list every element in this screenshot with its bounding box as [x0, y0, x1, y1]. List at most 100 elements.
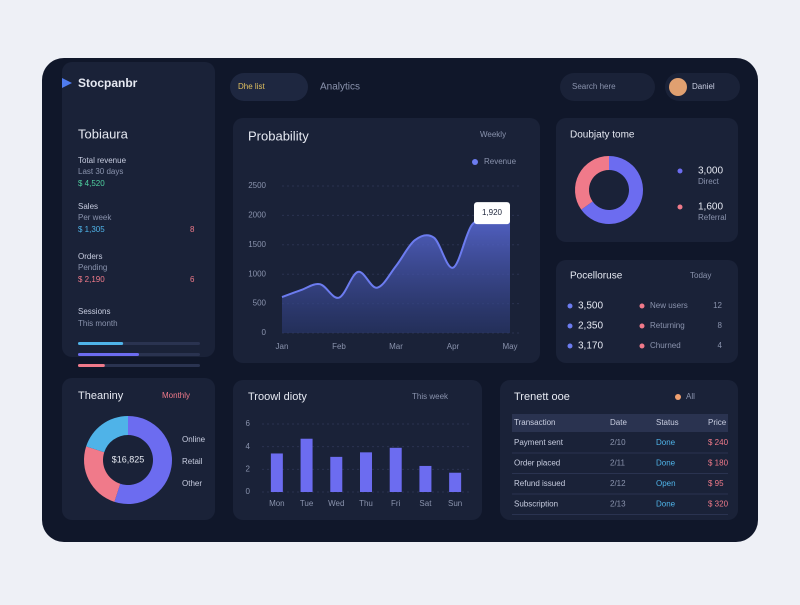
bar [419, 465, 432, 492]
row-dot [639, 323, 645, 329]
sidebar-panel [62, 62, 215, 357]
search-box-right[interactable] [560, 73, 655, 101]
group-heading: Sales [78, 202, 98, 211]
legend-label: Referral [698, 213, 727, 222]
legend-dot [472, 159, 478, 165]
donut-segment [574, 156, 609, 210]
y-tick-label: 0 [246, 487, 251, 496]
sidebar-title: Tobiaura [78, 126, 129, 141]
brand: Stocpanbr [78, 76, 138, 90]
x-tick-label: Mon [269, 499, 285, 508]
avatar [669, 78, 687, 96]
table-cell: Order placed [514, 459, 560, 468]
progress-sub: This month [78, 319, 118, 328]
table-cell: Done [656, 438, 676, 447]
bar [389, 447, 402, 492]
y-tick-label: 6 [246, 419, 251, 428]
legend-label: Direct [698, 177, 720, 186]
user-menu[interactable] [665, 73, 740, 101]
progress-bar [78, 364, 105, 367]
table-cell: 2/12 [610, 479, 626, 488]
x-tick-label: Mar [389, 342, 403, 351]
group-value: $ 4,520 [78, 179, 105, 188]
list-title: Pocelloruse [570, 271, 623, 282]
area-filter[interactable]: Weekly [480, 130, 506, 139]
table-title: Trenett ooe [514, 391, 570, 403]
y-tick-label: 1000 [248, 269, 266, 278]
donut-bottom-title: Theaniny [78, 390, 124, 402]
donut-label: Online [182, 435, 206, 444]
table-cell: $ 95 [708, 479, 724, 488]
table-cell: $ 320 [708, 500, 729, 509]
group-heading: Orders [78, 252, 102, 261]
row-label: Churned [650, 341, 681, 350]
group-heading: Total revenue [78, 156, 127, 165]
donut-center: $16,825 [112, 454, 145, 464]
progress-bar [78, 342, 124, 345]
donut-segment [83, 446, 121, 502]
legend-dot [677, 204, 683, 210]
table-header-bg [512, 414, 728, 432]
row-dot [639, 343, 645, 349]
bar-filter[interactable]: This week [412, 392, 449, 401]
progress-track [78, 364, 200, 367]
row-change: 12 [713, 301, 722, 310]
table-cell: Done [656, 459, 676, 468]
donut-segment [114, 416, 172, 505]
area-title: Probability [248, 128, 309, 143]
x-tick-label: Sat [419, 499, 432, 508]
group-badge: 8 [190, 225, 195, 234]
group-value: $ 1,305 [78, 225, 105, 234]
area-line [281, 218, 511, 299]
legend-label: Revenue [484, 157, 517, 166]
row-dot [567, 323, 573, 329]
list-filter[interactable]: Today [690, 271, 711, 280]
row-value: 3,500 [578, 301, 603, 312]
bar [449, 472, 462, 492]
row-change: 4 [718, 341, 723, 350]
x-tick-label: May [502, 342, 517, 351]
table-dot [675, 394, 681, 400]
donut-segment [581, 156, 644, 225]
user-name[interactable]: Daniel [692, 82, 715, 91]
search-text[interactable]: Dhe list [238, 82, 265, 91]
bar [360, 452, 372, 492]
area-fill [282, 219, 510, 333]
group-sub: Per week [78, 213, 112, 222]
group-sub: Pending [78, 263, 107, 272]
x-tick-label: Apr [447, 342, 460, 351]
table-cell: 2/13 [610, 500, 626, 509]
group-sub: Last 30 days [78, 167, 123, 176]
table-header: Status [656, 418, 679, 427]
tab[interactable]: Analytics [320, 82, 360, 93]
x-tick-label: Fri [391, 499, 401, 508]
row-change: 8 [718, 321, 723, 330]
table-header: Price [708, 418, 727, 427]
donut-label: Retail [182, 457, 203, 466]
search-text-right[interactable]: Search here [572, 82, 616, 91]
bar [300, 438, 313, 492]
x-tick-label: Sun [448, 499, 462, 508]
group-value: $ 2,190 [78, 275, 105, 284]
table-cell: Refund issued [514, 479, 565, 488]
table-header: Date [610, 418, 627, 427]
donut-label: Other [182, 479, 202, 488]
table-filter[interactable]: All [686, 392, 695, 401]
table-cell: $ 240 [708, 438, 729, 447]
logo [62, 78, 72, 88]
donut-bottom-filter[interactable]: Monthly [162, 391, 190, 400]
row-value: 3,170 [578, 341, 603, 352]
bar-title: Troowl dioty [248, 391, 307, 403]
search-box[interactable] [230, 73, 308, 101]
legend-value: 1,600 [698, 202, 723, 213]
y-tick-label: 2500 [248, 181, 266, 190]
list-panel [556, 260, 738, 363]
donut-segment [86, 416, 128, 453]
x-tick-label: Tue [300, 499, 314, 508]
tooltip-box [474, 202, 510, 225]
table-cell: Subscription [514, 500, 558, 509]
bar [330, 456, 343, 492]
legend-value: 3,000 [698, 166, 723, 177]
table-cell: 2/10 [610, 438, 626, 447]
